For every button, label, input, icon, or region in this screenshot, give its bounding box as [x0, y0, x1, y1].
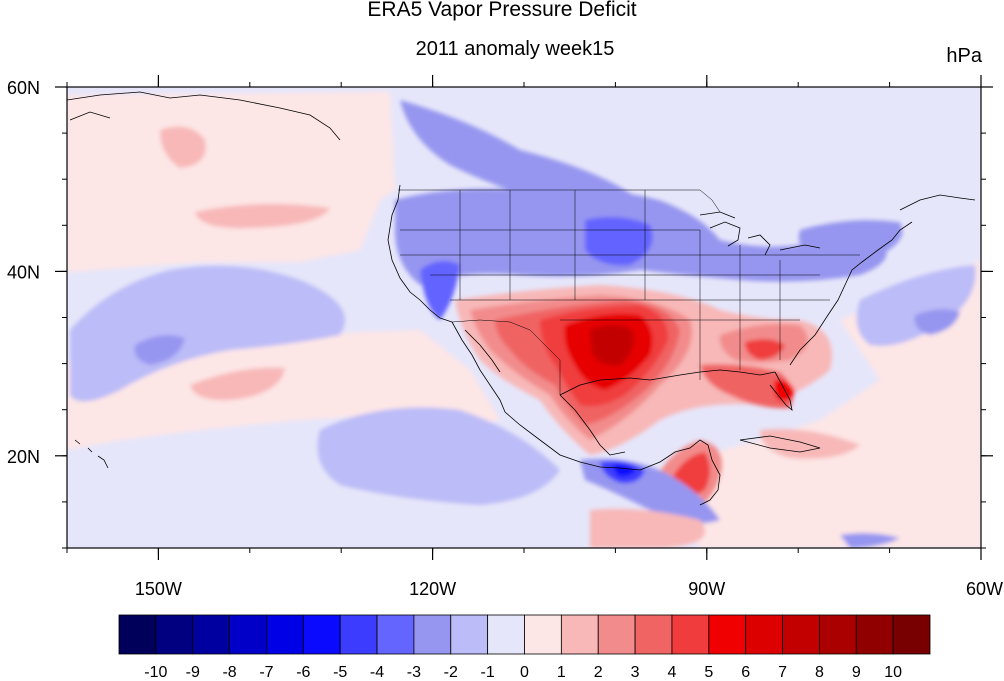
- colorbar-label: 3: [631, 664, 640, 681]
- colorbar-label: -9: [186, 664, 200, 681]
- north-pacific-positive: [195, 203, 330, 229]
- colorbar-swatch: [855, 614, 894, 655]
- gulf-coast: [559, 369, 776, 456]
- colorbar-label: -5: [333, 664, 347, 681]
- mexico-pacific-coast: [504, 411, 641, 471]
- mexico-coast-deep: [612, 464, 636, 477]
- colorbar-label: 8: [815, 664, 824, 681]
- colorbar-label: -10: [144, 664, 167, 681]
- cuba-outline: [739, 435, 821, 453]
- atlantic-negative-core: [914, 309, 960, 335]
- colorbar: -10 -9 -8 -7 -6 -5 -4 -3 -2 -1 0 1 2 3 4 5 6 7 8 9 10: [118, 614, 931, 681]
- colorbar-swatch: [155, 614, 194, 655]
- tropical-pacific-negative: [317, 407, 560, 505]
- colorbar-swatch: [745, 614, 783, 655]
- us-west-coast: [387, 184, 453, 323]
- colorbar-swatch: [302, 614, 341, 655]
- alaska-coast: [67, 91, 341, 141]
- colorbar-swatch: [560, 614, 599, 655]
- state-lines-horizontal: [400, 229, 860, 321]
- us-east-coast: [789, 221, 913, 366]
- lat-tick-label: 60N: [7, 78, 40, 98]
- colorbar-swatch: [782, 614, 820, 655]
- latitude-axis: 60N 40N 20N: [7, 78, 993, 467]
- colorbar-swatch: [450, 614, 489, 655]
- lat-tick-label: 40N: [7, 262, 40, 282]
- florida-positive: [700, 364, 794, 409]
- caribbean-positive: [760, 429, 860, 459]
- colorbar-label: 2: [594, 664, 603, 681]
- yucatan-coast: [639, 439, 721, 506]
- colorbar-swatch: [118, 614, 157, 655]
- subtropical-positive: [190, 367, 285, 401]
- colorbar-swatch: [339, 614, 378, 655]
- pacific-negative: [70, 265, 345, 402]
- lon-tick-label: 60W: [966, 579, 1003, 599]
- colorbar-label: 0: [520, 664, 529, 681]
- colorbar-label: 4: [668, 664, 677, 681]
- baja-coast: [451, 321, 506, 413]
- colorbar-swatch: [266, 614, 304, 655]
- gulf-alaska-positive: [160, 126, 206, 168]
- colorbar-swatch: [524, 614, 562, 655]
- colorbar-label: -8: [222, 664, 236, 681]
- state-lines-vertical: [459, 190, 781, 380]
- units-label: hPa: [946, 45, 982, 67]
- colorbar-swatch: [487, 614, 525, 655]
- west-coast-negative: [400, 100, 640, 209]
- colorbar-swatch: [819, 614, 857, 655]
- colorbar-label: -1: [481, 664, 495, 681]
- southeast-core: [745, 339, 785, 360]
- colorbar-label: 10: [884, 664, 902, 681]
- northern-plains-core: [585, 216, 653, 266]
- chart-title: ERA5 Vapor Pressure Deficit: [367, 0, 637, 21]
- lon-tick-label: 90W: [688, 579, 725, 599]
- us-mexico-border: [451, 319, 561, 395]
- colorbar-swatch: [892, 614, 931, 655]
- colorbar-swatch: [376, 614, 415, 655]
- east-pacific-south-positive: [590, 508, 705, 548]
- northeast-negative: [798, 219, 903, 258]
- southern-edge-negative: [840, 533, 900, 548]
- colorbar-label: 7: [778, 664, 787, 681]
- lon-tick-label: 120W: [409, 579, 456, 599]
- canada-coast: [899, 194, 976, 211]
- colorbar-label: -7: [259, 664, 273, 681]
- chart-subtitle: 2011 anomaly week15: [415, 38, 615, 60]
- hawaii-islands: [74, 439, 109, 469]
- colorbar-label: 6: [741, 664, 750, 681]
- southern-plains-core: [590, 325, 634, 366]
- lat-tick-label: 20N: [7, 447, 40, 467]
- florida-outline: [769, 371, 793, 412]
- longitude-axis: 150W 120W 90W 60W: [135, 75, 1003, 599]
- us-canada-border: [398, 189, 721, 213]
- colorbar-swatch: [229, 614, 267, 655]
- minor-ticks: [62, 82, 986, 553]
- colorbar-label: -3: [407, 664, 421, 681]
- colorbar-swatch: [634, 614, 673, 655]
- colorbar-label: 9: [852, 664, 861, 681]
- colorbar-label: -4: [370, 664, 384, 681]
- colorbar-swatch: [192, 614, 230, 655]
- colorbar-label: -2: [444, 664, 458, 681]
- great-basin-negative: [420, 261, 460, 320]
- colorbar-label: 1: [557, 664, 566, 681]
- pacific-negative-core: [134, 335, 185, 365]
- anomaly-field: [67, 87, 981, 548]
- colorbar-label: 5: [704, 664, 713, 681]
- colorbar-swatch: [671, 614, 710, 655]
- great-lakes: [699, 211, 821, 256]
- colorbar-swatch: [413, 614, 452, 655]
- colorbar-label: -6: [296, 664, 310, 681]
- colorbar-swatch: [597, 614, 636, 655]
- atlantic-negative: [856, 265, 976, 346]
- lon-tick-label: 150W: [135, 579, 182, 599]
- coastline-outlines: [67, 91, 976, 506]
- colorbar-swatch: [708, 614, 747, 655]
- state-borders: [398, 189, 860, 395]
- north-pacific-pink-band: [67, 92, 395, 272]
- canada-pale-area: [600, 90, 981, 230]
